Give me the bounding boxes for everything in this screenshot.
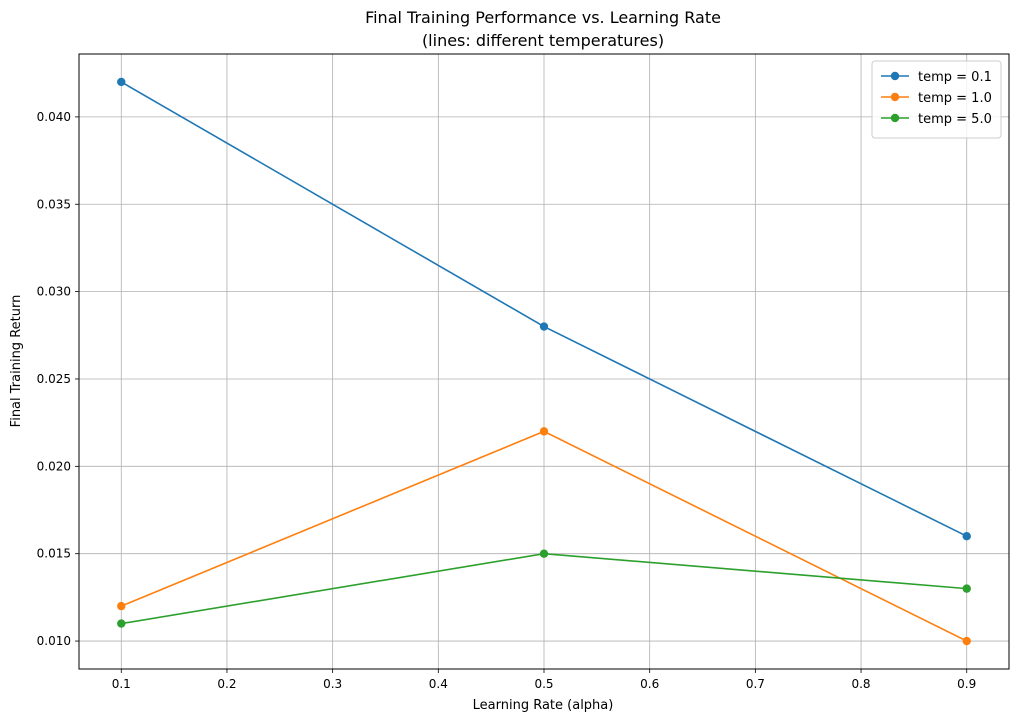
legend-item: temp = 0.1: [881, 70, 992, 85]
series-3: [117, 549, 971, 628]
data-point: [117, 619, 126, 628]
data-point: [117, 77, 126, 87]
data-point: [117, 601, 126, 611]
legend-marker: [890, 92, 900, 102]
chart-subtitle: (lines: different temperatures): [422, 31, 664, 50]
y-tick-label: 0.010: [37, 634, 71, 648]
legend-item: temp = 1.0: [881, 91, 992, 106]
grid: [79, 54, 1009, 669]
x-tick-label: 0.5: [534, 677, 553, 691]
legend: temp = 0.1 temp = 1.0 temp = 5.0: [871, 60, 1002, 139]
x-tick-label: 0.7: [746, 677, 765, 691]
series-1: [117, 77, 971, 541]
series-layer: [117, 77, 971, 646]
y-tick-label: 0.035: [37, 197, 71, 211]
x-tick-label: 0.8: [851, 677, 870, 691]
series-2: [117, 427, 971, 646]
chart-title: Final Training Performance vs. Learning …: [365, 8, 721, 27]
x-tick-label: 0.1: [112, 677, 131, 691]
data-point: [539, 427, 549, 436]
y-axis-label: Final Training Return: [9, 295, 24, 428]
data-point: [962, 636, 971, 646]
x-tick-label: 0.6: [640, 677, 659, 691]
y-tick-label: 0.015: [37, 547, 71, 561]
legend-label: temp = 0.1: [918, 70, 992, 85]
data-point: [539, 549, 549, 558]
ticks: 0.1 0.2 0.3 0.4 0.5 0.6 0.7 0.8 0.9 0.010 0.015 0.0…: [37, 110, 977, 691]
y-tick-label: 0.025: [37, 372, 71, 386]
data-point: [962, 584, 971, 593]
legend-marker: [890, 71, 900, 81]
x-tick-label: 0.2: [217, 677, 236, 691]
y-tick-label: 0.040: [37, 110, 71, 124]
y-tick-label: 0.020: [37, 459, 71, 473]
y-tick-label: 0.030: [37, 285, 71, 299]
legend-item: temp = 5.0: [881, 112, 992, 127]
legend-label: temp = 5.0: [918, 112, 992, 127]
legend-marker: [890, 113, 900, 123]
x-axis-label: Learning Rate (alpha): [473, 698, 614, 713]
data-point: [962, 532, 971, 541]
x-tick-label: 0.4: [429, 677, 448, 691]
data-point: [539, 322, 549, 331]
x-tick-label: 0.3: [323, 677, 342, 691]
legend-label: temp = 1.0: [918, 91, 992, 106]
x-tick-label: 0.9: [957, 677, 976, 691]
